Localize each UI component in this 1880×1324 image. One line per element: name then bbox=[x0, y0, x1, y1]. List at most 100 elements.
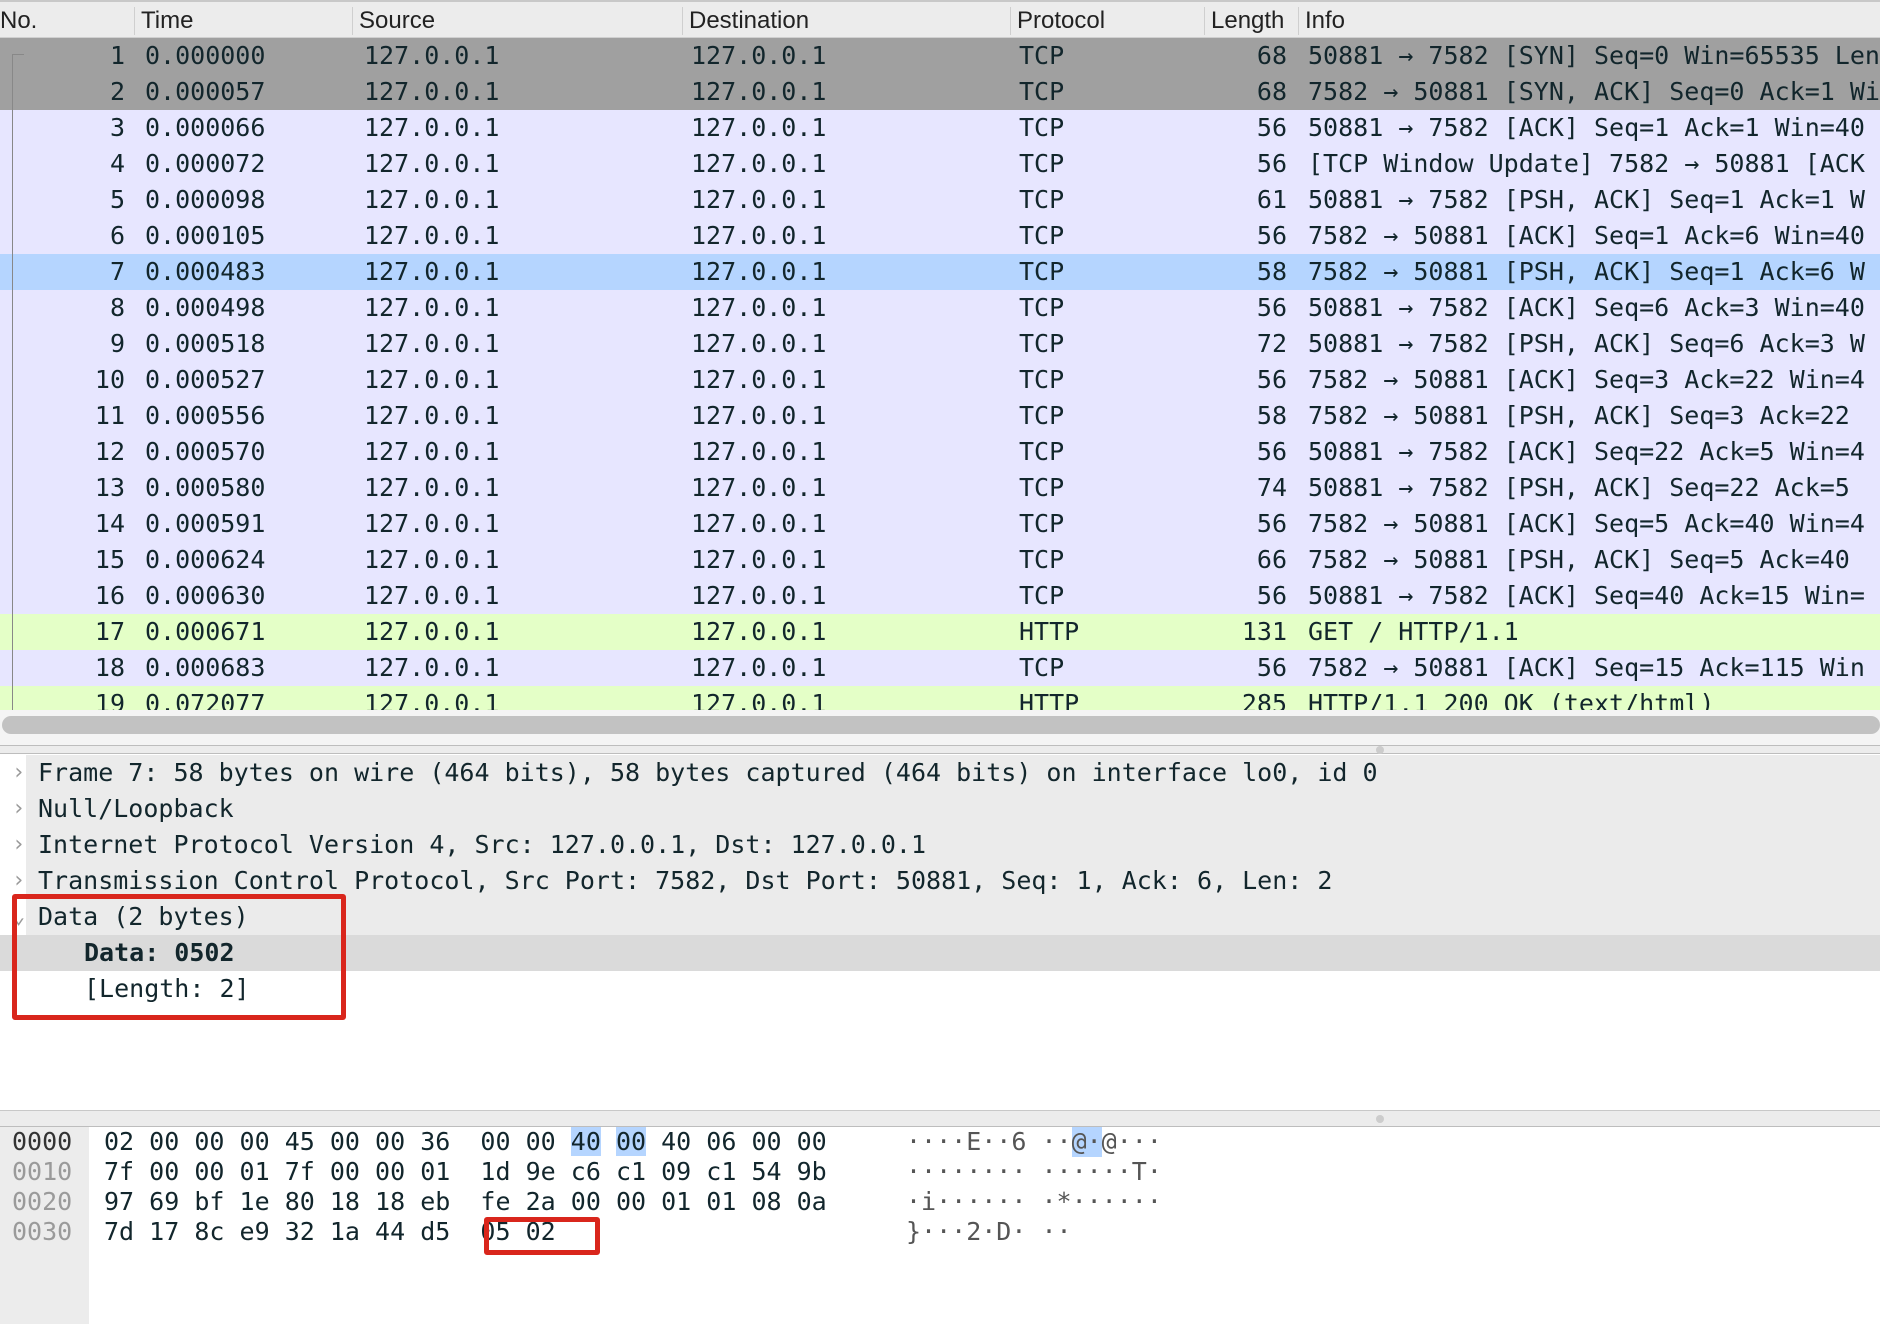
column-header-no[interactable]: No. bbox=[0, 7, 38, 34]
hex-byte[interactable]: 18 bbox=[329, 1187, 360, 1216]
packet-row[interactable]: 1 0.000000 127.0.0.1 127.0.0.1 TCP 68 50881 → … bbox=[0, 38, 1880, 74]
hex-byte[interactable]: 32 bbox=[284, 1217, 315, 1246]
hex-byte[interactable]: 1a bbox=[329, 1217, 360, 1246]
hex-byte[interactable]: 0a bbox=[796, 1187, 827, 1216]
hex-byte[interactable]: 18 bbox=[375, 1187, 406, 1216]
hex-byte[interactable]: c1 bbox=[615, 1157, 647, 1186]
hex-byte[interactable]: 01 bbox=[661, 1187, 692, 1216]
detail-item[interactable]: [Length: 2] bbox=[0, 971, 1880, 1007]
hex-byte[interactable]: c6 bbox=[570, 1157, 601, 1186]
column-header-time[interactable]: Time bbox=[134, 7, 352, 35]
pane-splitter[interactable] bbox=[0, 746, 1880, 754]
hex-byte[interactable]: 97 bbox=[104, 1187, 135, 1216]
hex-byte[interactable]: eb bbox=[420, 1187, 451, 1216]
hex-byte[interactable]: 54 bbox=[751, 1157, 782, 1186]
chevron-right-icon[interactable]: › bbox=[12, 796, 26, 821]
hex-byte[interactable]: 00 bbox=[194, 1157, 225, 1186]
detail-item[interactable]: › Internet Protocol Version 4, Src: 127.0… bbox=[12, 827, 1880, 863]
hex-byte[interactable]: 00 bbox=[751, 1127, 782, 1156]
hex-byte[interactable]: d5 bbox=[420, 1217, 451, 1246]
hex-byte[interactable]: 44 bbox=[375, 1217, 406, 1246]
hex-byte[interactable]: 1e bbox=[239, 1187, 270, 1216]
hex-byte[interactable]: 00 bbox=[525, 1127, 556, 1156]
chevron-right-icon[interactable]: › bbox=[12, 832, 26, 857]
chevron-right-icon[interactable]: › bbox=[12, 868, 26, 893]
packet-row[interactable]: 6 0.000105 127.0.0.1 127.0.0.1 TCP 56 7582 → 5… bbox=[0, 218, 1880, 254]
hex-byte[interactable]: 00 bbox=[149, 1157, 180, 1186]
column-header-source[interactable]: Source bbox=[352, 7, 682, 35]
hex-byte[interactable]: 7d bbox=[104, 1217, 135, 1246]
hex-byte[interactable]: 40 bbox=[570, 1127, 601, 1156]
packet-row[interactable]: 12 0.000570 127.0.0.1 127.0.0.1 TCP 56 50881 →… bbox=[0, 434, 1880, 470]
hex-byte[interactable]: 01 bbox=[420, 1157, 451, 1186]
packet-row[interactable]: 10 0.000527 127.0.0.1 127.0.0.1 TCP 56 7582 → … bbox=[0, 362, 1880, 398]
chevron-right-icon[interactable]: › bbox=[12, 760, 26, 785]
packet-row[interactable]: 9 0.000518 127.0.0.1 127.0.0.1 TCP 72 50881 → … bbox=[0, 326, 1880, 362]
hex-byte[interactable]: c1 bbox=[706, 1157, 737, 1186]
splitter-handle-icon[interactable] bbox=[1376, 746, 1384, 754]
column-header-destination[interactable]: Destination bbox=[682, 7, 1010, 35]
detail-item[interactable]: ⌄ Data (2 bytes) bbox=[12, 899, 1880, 935]
packet-row[interactable]: 16 0.000630 127.0.0.1 127.0.0.1 TCP 56 50881 →… bbox=[0, 578, 1880, 614]
packet-row[interactable]: 13 0.000580 127.0.0.1 127.0.0.1 TCP 74 50881 →… bbox=[0, 470, 1880, 506]
hex-byte[interactable]: 00 bbox=[149, 1127, 180, 1156]
hex-ascii[interactable]: ········ ······T· bbox=[906, 1157, 1162, 1186]
packet-row[interactable]: 4 0.000072 127.0.0.1 127.0.0.1 TCP 56 [TCP Win… bbox=[0, 146, 1880, 182]
hex-byte[interactable]: 00 bbox=[615, 1187, 647, 1216]
hex-byte[interactable]: 02 bbox=[104, 1127, 135, 1156]
hex-byte[interactable]: 2a bbox=[525, 1187, 556, 1216]
hex-ascii[interactable]: ····E··6 ··@·@··· bbox=[906, 1127, 1162, 1156]
hex-ascii[interactable]: }···2·D· ·· bbox=[906, 1217, 1072, 1246]
hex-byte[interactable]: 9b bbox=[796, 1157, 827, 1186]
pane-splitter-bytes[interactable] bbox=[0, 1110, 1880, 1127]
hex-byte[interactable]: 17 bbox=[149, 1217, 180, 1246]
detail-item[interactable]: › Transmission Control Protocol, Src Port… bbox=[12, 863, 1880, 899]
detail-item[interactable]: › Null/Loopback bbox=[12, 791, 1880, 827]
hex-byte[interactable]: 8c bbox=[194, 1217, 225, 1246]
detail-item-selected[interactable]: Data: 0502 bbox=[0, 935, 1880, 971]
packet-row[interactable]: 14 0.000591 127.0.0.1 127.0.0.1 TCP 56 7582 → … bbox=[0, 506, 1880, 542]
hex-byte[interactable]: 00 bbox=[615, 1127, 647, 1156]
packet-row[interactable]: 3 0.000066 127.0.0.1 127.0.0.1 TCP 56 50881 → … bbox=[0, 110, 1880, 146]
packet-row[interactable]: 2 0.000057 127.0.0.1 127.0.0.1 TCP 68 7582 → 5… bbox=[0, 74, 1880, 110]
hex-byte[interactable]: 00 bbox=[570, 1187, 601, 1216]
packet-row[interactable]: 8 0.000498 127.0.0.1 127.0.0.1 TCP 56 50881 → … bbox=[0, 290, 1880, 326]
packet-row[interactable]: 11 0.000556 127.0.0.1 127.0.0.1 TCP 58 7582 → … bbox=[0, 398, 1880, 434]
hex-byte[interactable]: 00 bbox=[329, 1127, 360, 1156]
hex-byte[interactable]: 00 bbox=[796, 1127, 827, 1156]
hex-byte[interactable]: 00 bbox=[480, 1127, 511, 1156]
hex-byte[interactable]: 7f bbox=[104, 1157, 135, 1186]
hex-byte[interactable]: 69 bbox=[149, 1187, 180, 1216]
hex-byte[interactable]: 80 bbox=[284, 1187, 315, 1216]
hex-byte[interactable]: 7f bbox=[284, 1157, 315, 1186]
hex-byte[interactable]: 1d bbox=[480, 1157, 511, 1186]
packet-row[interactable]: 5 0.000098 127.0.0.1 127.0.0.1 TCP 61 50881 → … bbox=[0, 182, 1880, 218]
hex-ascii[interactable]: ·i······ ·*······ bbox=[906, 1187, 1162, 1216]
hex-byte[interactable]: 09 bbox=[661, 1157, 692, 1186]
packet-row-selected[interactable]: 7 0.000483 127.0.0.1 127.0.0.1 TCP 58 7582 → 5… bbox=[0, 254, 1880, 290]
column-header-length[interactable]: Length bbox=[1204, 7, 1298, 35]
packet-row[interactable]: 15 0.000624 127.0.0.1 127.0.0.1 TCP 66 7582 → … bbox=[0, 542, 1880, 578]
hex-byte[interactable]: bf bbox=[194, 1187, 225, 1216]
hex-byte[interactable]: 06 bbox=[706, 1127, 737, 1156]
hex-byte[interactable]: 9e bbox=[525, 1157, 556, 1186]
packet-row[interactable]: 17 0.000671 127.0.0.1 127.0.0.1 HTTP 131 GET /… bbox=[0, 614, 1880, 650]
hex-byte[interactable]: 00 bbox=[239, 1127, 270, 1156]
column-header-protocol[interactable]: Protocol bbox=[1010, 7, 1204, 35]
packet-list-horizontal-scrollbar[interactable] bbox=[0, 710, 1880, 746]
hex-byte[interactable]: 08 bbox=[751, 1187, 782, 1216]
hex-byte[interactable]: 40 bbox=[661, 1127, 692, 1156]
splitter-handle-icon[interactable] bbox=[1376, 1115, 1384, 1123]
column-header-info[interactable]: Info bbox=[1298, 7, 1880, 35]
hex-byte[interactable]: 01 bbox=[706, 1187, 737, 1216]
hex-byte[interactable]: 00 bbox=[375, 1127, 406, 1156]
packet-row[interactable]: 19 0.072077 127.0.0.1 127.0.0.1 HTTP 285 HTTP/… bbox=[0, 686, 1880, 710]
hex-byte[interactable]: 00 bbox=[194, 1127, 225, 1156]
hex-byte[interactable]: fe bbox=[480, 1187, 511, 1216]
hex-byte[interactable]: 01 bbox=[239, 1157, 270, 1186]
detail-item[interactable]: › Frame 7: 58 bytes on wire (464 bits), 5… bbox=[12, 755, 1880, 791]
hex-byte[interactable]: 36 bbox=[420, 1127, 451, 1156]
hex-byte[interactable]: e9 bbox=[239, 1217, 270, 1246]
hex-byte[interactable]: 00 bbox=[375, 1157, 406, 1186]
scrollbar-thumb[interactable] bbox=[2, 716, 1880, 734]
